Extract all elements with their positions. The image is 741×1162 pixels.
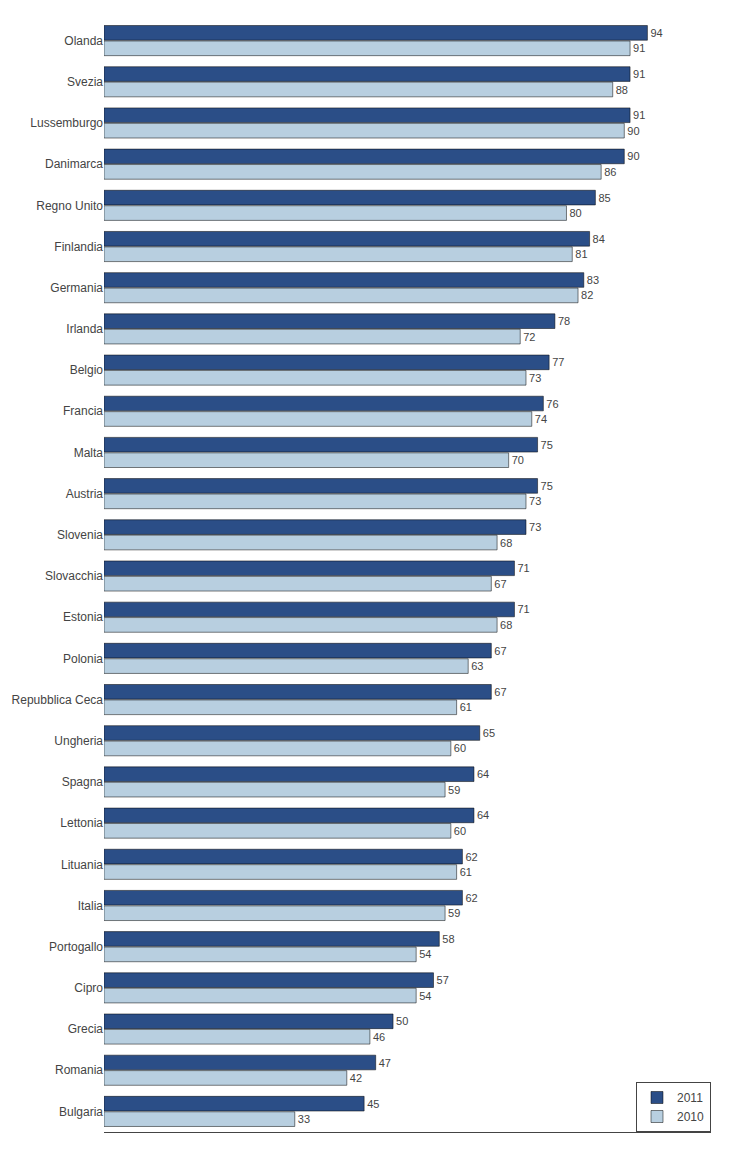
- svg-text:64: 64: [477, 809, 489, 821]
- svg-text:Slovenia: Slovenia: [57, 528, 103, 542]
- svg-text:75: 75: [541, 439, 553, 451]
- svg-text:Germania: Germania: [50, 281, 103, 295]
- svg-text:Estonia: Estonia: [63, 610, 103, 624]
- svg-text:91: 91: [633, 42, 645, 54]
- svg-text:47: 47: [379, 1057, 391, 1069]
- svg-text:59: 59: [448, 907, 460, 919]
- svg-text:Repubblica Ceca: Repubblica Ceca: [12, 693, 104, 707]
- svg-text:76: 76: [546, 398, 558, 410]
- svg-text:68: 68: [500, 537, 512, 549]
- svg-text:54: 54: [419, 990, 431, 1002]
- svg-text:62: 62: [465, 892, 477, 904]
- svg-text:73: 73: [529, 495, 541, 507]
- svg-text:60: 60: [454, 825, 466, 837]
- svg-text:2010: 2010: [677, 1110, 704, 1124]
- svg-text:90: 90: [627, 150, 639, 162]
- svg-text:Lettonia: Lettonia: [60, 816, 103, 830]
- svg-text:61: 61: [460, 701, 472, 713]
- svg-text:84: 84: [593, 233, 605, 245]
- svg-text:62: 62: [465, 851, 477, 863]
- svg-text:46: 46: [373, 1031, 385, 1043]
- svg-text:Francia: Francia: [63, 404, 103, 418]
- svg-text:85: 85: [598, 192, 610, 204]
- svg-text:2011: 2011: [677, 1091, 703, 1105]
- svg-text:86: 86: [604, 166, 616, 178]
- svg-text:77: 77: [552, 356, 564, 368]
- svg-text:65: 65: [483, 727, 495, 739]
- svg-text:Austria: Austria: [66, 487, 104, 501]
- svg-text:Slovacchia: Slovacchia: [45, 569, 103, 583]
- svg-text:74: 74: [535, 413, 547, 425]
- svg-text:71: 71: [517, 603, 529, 615]
- svg-text:59: 59: [448, 784, 460, 796]
- svg-text:73: 73: [529, 372, 541, 384]
- svg-text:83: 83: [587, 274, 599, 286]
- svg-text:45: 45: [367, 1098, 379, 1110]
- svg-text:Danimarca: Danimarca: [45, 157, 103, 171]
- svg-text:68: 68: [500, 619, 512, 631]
- svg-text:67: 67: [494, 578, 506, 590]
- svg-text:Cipro: Cipro: [74, 981, 103, 995]
- svg-text:Italia: Italia: [78, 899, 104, 913]
- svg-text:33: 33: [298, 1113, 310, 1125]
- svg-text:64: 64: [477, 768, 489, 780]
- svg-text:54: 54: [419, 948, 431, 960]
- svg-text:80: 80: [569, 207, 581, 219]
- svg-text:50: 50: [396, 1015, 408, 1027]
- svg-text:42: 42: [350, 1072, 362, 1084]
- svg-text:Svezia: Svezia: [67, 75, 103, 89]
- svg-text:Spagna: Spagna: [62, 775, 104, 789]
- svg-text:94: 94: [650, 27, 662, 39]
- svg-text:Grecia: Grecia: [68, 1022, 104, 1036]
- svg-text:91: 91: [633, 109, 645, 121]
- svg-text:60: 60: [454, 742, 466, 754]
- svg-text:67: 67: [494, 686, 506, 698]
- svg-text:Bulgaria: Bulgaria: [59, 1105, 103, 1119]
- svg-text:57: 57: [437, 974, 449, 986]
- svg-text:Lussemburgo: Lussemburgo: [30, 116, 103, 130]
- svg-text:Portogallo: Portogallo: [49, 940, 103, 954]
- svg-text:Lituania: Lituania: [61, 858, 103, 872]
- svg-text:73: 73: [529, 521, 541, 533]
- svg-text:63: 63: [471, 660, 483, 672]
- svg-text:Romania: Romania: [55, 1063, 103, 1077]
- svg-text:58: 58: [442, 933, 454, 945]
- svg-text:90: 90: [627, 125, 639, 137]
- svg-text:88: 88: [616, 84, 628, 96]
- svg-text:Regno Unito: Regno Unito: [36, 199, 103, 213]
- svg-text:Polonia: Polonia: [63, 652, 103, 666]
- svg-text:Malta: Malta: [74, 446, 104, 460]
- svg-text:67: 67: [494, 645, 506, 657]
- svg-text:Belgio: Belgio: [70, 363, 104, 377]
- svg-text:78: 78: [558, 315, 570, 327]
- svg-text:81: 81: [575, 248, 587, 260]
- svg-text:82: 82: [581, 289, 593, 301]
- svg-text:Ungheria: Ungheria: [54, 734, 103, 748]
- svg-text:91: 91: [633, 68, 645, 80]
- svg-text:Irlanda: Irlanda: [66, 322, 103, 336]
- svg-text:71: 71: [517, 562, 529, 574]
- svg-text:Finlandia: Finlandia: [54, 240, 103, 254]
- svg-text:75: 75: [541, 480, 553, 492]
- svg-text:70: 70: [512, 454, 524, 466]
- svg-text:Olanda: Olanda: [64, 34, 103, 48]
- svg-text:61: 61: [460, 866, 472, 878]
- svg-text:72: 72: [523, 331, 535, 343]
